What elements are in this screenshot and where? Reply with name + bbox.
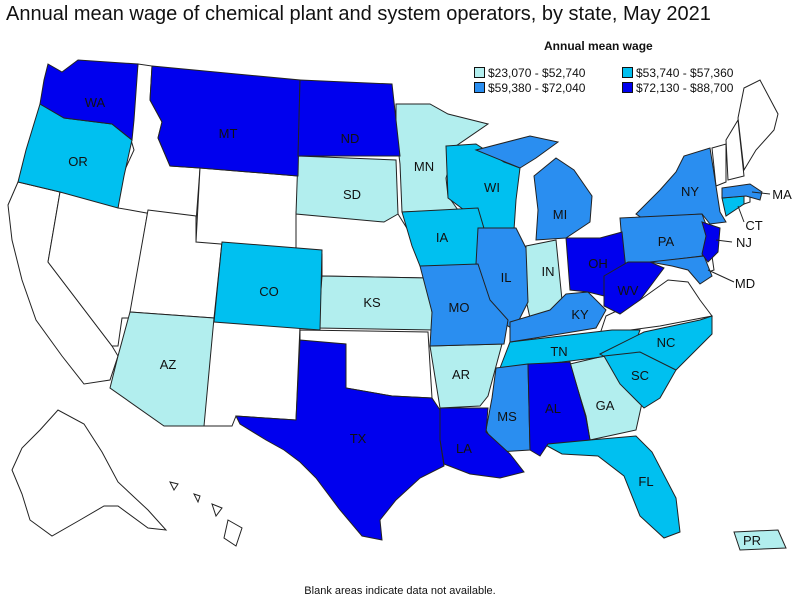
label-nc: NC: [657, 335, 676, 350]
label-oh: OH: [588, 256, 608, 271]
legend-swatch-tier3: [474, 82, 485, 94]
state-sc[interactable]: [603, 351, 677, 409]
state-nd[interactable]: [297, 79, 401, 157]
state-pr[interactable]: [733, 529, 787, 551]
map-title: Annual mean wage of chemical plant and s…: [6, 3, 711, 25]
label-ny: NY: [681, 184, 699, 199]
label-sc: SC: [631, 368, 649, 383]
tier1-states: [109, 103, 787, 551]
state-ak[interactable]: [11, 409, 168, 537]
state-wv[interactable]: [603, 261, 665, 315]
label-pr: PR: [743, 533, 761, 548]
label-fl: FL: [638, 474, 653, 489]
label-ga: GA: [596, 398, 615, 413]
state-co[interactable]: [213, 241, 323, 331]
label-ky: KY: [571, 307, 589, 322]
callout-line-ct: [737, 205, 745, 223]
label-or: OR: [68, 154, 88, 169]
state-labels: WA OR MT ND MN SD WI MI NY MA CT NJ PA M…: [68, 95, 792, 548]
tier2-states: [17, 103, 745, 539]
label-ms: MS: [497, 409, 517, 424]
legend-swatch-tier4: [622, 82, 633, 94]
label-az: AZ: [160, 357, 177, 372]
state-ma[interactable]: [721, 183, 763, 201]
state-fl[interactable]: [538, 435, 681, 539]
label-nj: NJ: [736, 235, 752, 250]
tier4-states: [39, 59, 721, 541]
label-ks: KS: [363, 295, 381, 310]
legend-swatch-tier1: [474, 67, 485, 79]
legend-item-tier2: $53,740 - $57,360: [622, 66, 733, 80]
state-wa[interactable]: [39, 59, 139, 141]
label-in: IN: [542, 264, 555, 279]
state-nj[interactable]: [701, 221, 721, 263]
state-hi[interactable]: [169, 481, 243, 547]
label-ct: CT: [745, 218, 762, 233]
legend-title: Annual mean wage: [544, 39, 653, 53]
state-tx[interactable]: [235, 339, 445, 541]
state-mo[interactable]: [419, 263, 509, 347]
legend-label-tier1: $23,070 - $52,740: [488, 66, 586, 80]
state-mn[interactable]: [395, 103, 490, 213]
state-al[interactable]: [527, 361, 591, 457]
label-mi: MI: [553, 207, 567, 222]
label-nd: ND: [341, 131, 360, 146]
state-me[interactable]: [737, 79, 779, 172]
callout-line-nj: [715, 239, 733, 243]
label-wa: WA: [85, 95, 106, 110]
legend-item-tier1: $23,070 - $52,740: [474, 66, 585, 80]
label-pa: PA: [658, 234, 675, 249]
tier3-states: [419, 135, 763, 453]
label-ia: IA: [436, 230, 449, 245]
label-ma: MA: [772, 187, 792, 202]
state-mt[interactable]: [149, 65, 301, 177]
label-sd: SD: [343, 187, 361, 202]
state-mi[interactable]: [474, 135, 593, 241]
state-sd[interactable]: [295, 155, 399, 223]
legend-item-tier3: $59,380 - $72,040: [474, 81, 585, 95]
label-mt: MT: [219, 126, 238, 141]
state-nm[interactable]: [199, 319, 301, 427]
label-tn: TN: [550, 344, 567, 359]
state-wy[interactable]: [195, 167, 299, 251]
legend-item-tier4: $72,130 - $88,700: [622, 81, 733, 95]
label-mo: MO: [449, 300, 470, 315]
label-wv: WV: [618, 283, 639, 298]
label-mn: MN: [414, 159, 434, 174]
legend-label-tier3: $59,380 - $72,040: [488, 81, 586, 95]
label-md: MD: [735, 276, 755, 291]
state-vt[interactable]: [711, 143, 727, 187]
callout-line-md: [707, 269, 735, 283]
footnote: Blank areas indicate data not available.: [304, 585, 496, 597]
legend-label-tier2: $53,740 - $57,360: [636, 66, 734, 80]
state-ky[interactable]: [509, 291, 607, 343]
no-data-states: [7, 63, 779, 547]
legend-label-tier4: $72,130 - $88,700: [636, 81, 734, 95]
label-co: CO: [259, 284, 279, 299]
label-la: LA: [456, 441, 472, 456]
label-wi: WI: [484, 180, 500, 195]
label-al: AL: [545, 401, 561, 416]
legend-swatch-tier2: [622, 67, 633, 79]
label-tx: TX: [350, 431, 367, 446]
label-il: IL: [501, 270, 512, 285]
label-ar: AR: [452, 367, 470, 382]
callout-lines: [707, 191, 771, 283]
callout-line-ma: [751, 191, 771, 195]
